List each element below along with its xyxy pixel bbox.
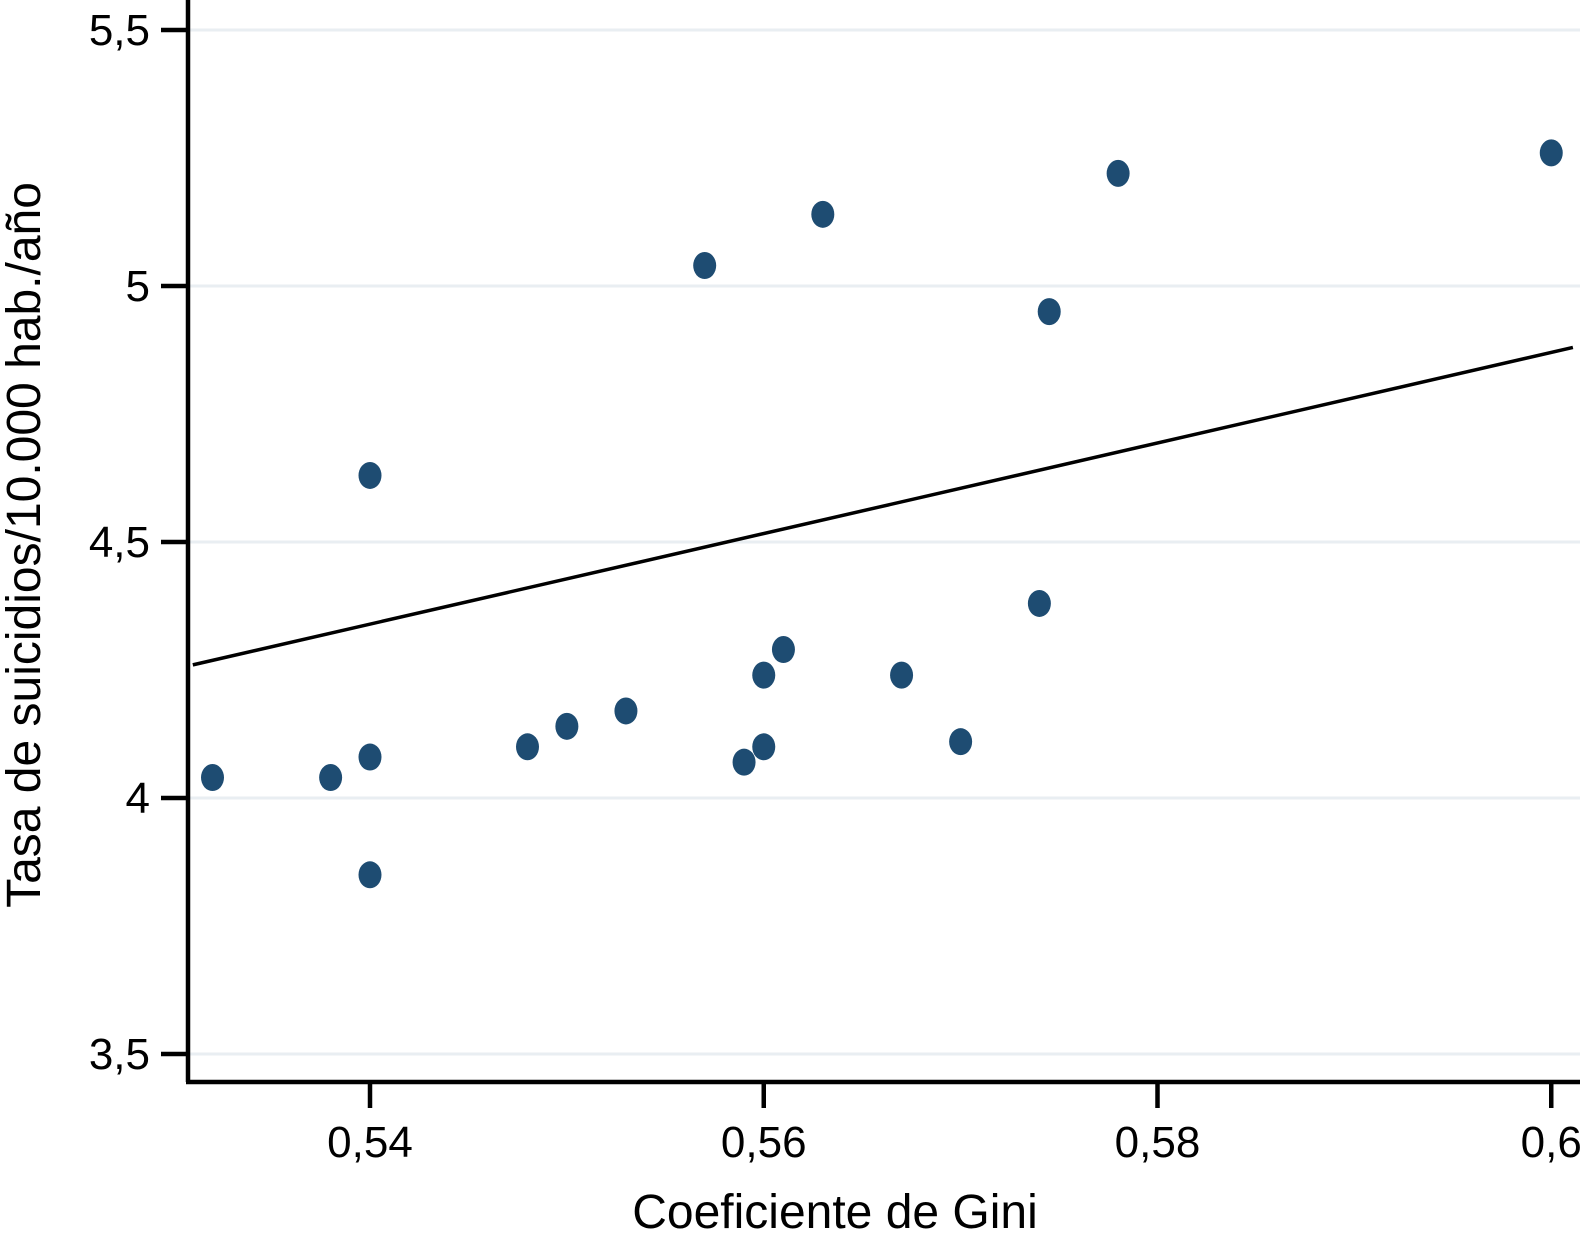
data-point [693, 252, 717, 280]
regression-line-group [192, 345, 1574, 667]
data-point [1037, 298, 1061, 326]
data-point [1027, 589, 1051, 617]
data-point [811, 200, 835, 228]
x-tick-label: 0,6 [1521, 1118, 1582, 1167]
x-axis-ticks: 0,54 0,56 0,58 0,6 [327, 1084, 1582, 1167]
x-tick-label: 0,54 [327, 1118, 413, 1167]
data-point [732, 748, 756, 776]
data-point [752, 733, 776, 761]
data-points-group [201, 139, 1563, 889]
data-point [319, 764, 343, 792]
y-tick-label: 5 [126, 262, 150, 311]
y-axis-ticks: 5,5 5 4,5 4 3,5 [89, 6, 186, 1079]
y-tick-label: 4,5 [89, 518, 150, 567]
data-point [516, 733, 539, 761]
data-point [1539, 139, 1563, 167]
y-axis-title: Tasa de suicidios/10.000 hab./año [0, 182, 51, 908]
data-point [555, 712, 579, 740]
regression-line [192, 345, 1574, 667]
data-point [358, 461, 382, 489]
data-point [771, 636, 795, 664]
data-point [201, 764, 224, 792]
x-tick-label: 0,58 [1115, 1118, 1201, 1167]
data-point [358, 743, 382, 771]
data-point [358, 861, 382, 889]
axes [185, 0, 1580, 1085]
x-axis-title: Coeficiente de Gini [632, 1186, 1038, 1239]
x-tick-label: 0,56 [721, 1118, 807, 1167]
y-tick-label: 5,5 [89, 6, 150, 55]
data-point [1106, 159, 1130, 187]
data-point [752, 661, 776, 689]
data-point [614, 697, 638, 725]
y-tick-label: 3,5 [89, 1030, 150, 1079]
data-point [949, 728, 973, 756]
y-tick-label: 4 [126, 774, 150, 823]
gridlines [190, 28, 1580, 1056]
data-point [890, 661, 914, 689]
